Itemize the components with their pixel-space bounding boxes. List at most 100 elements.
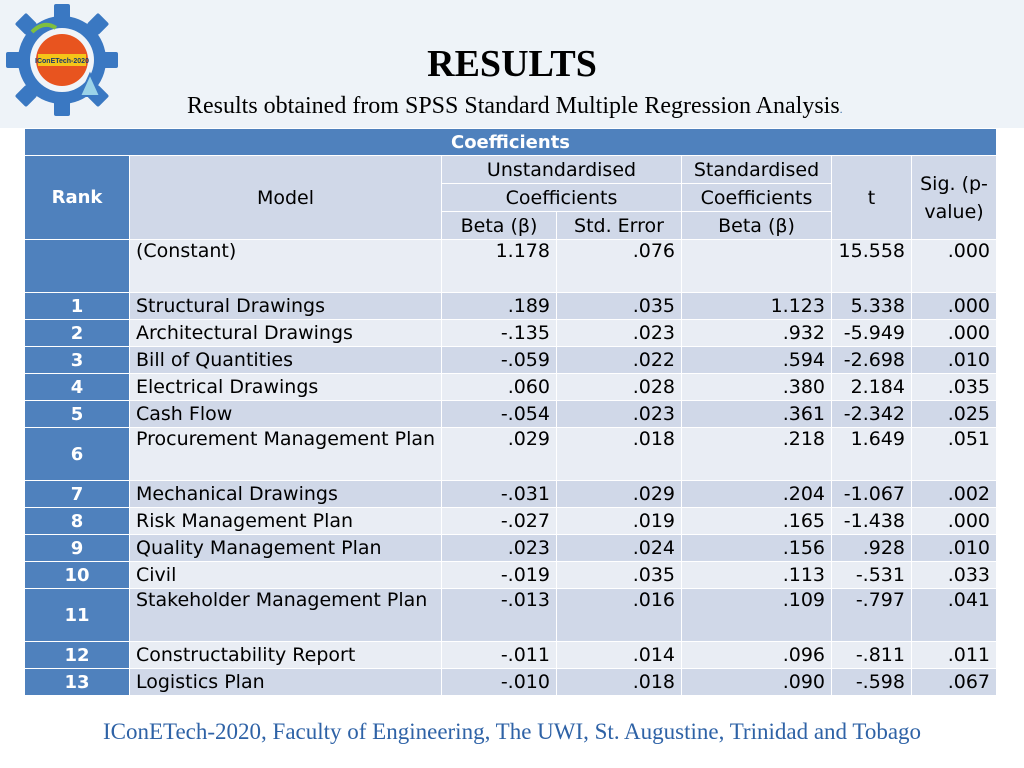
std-beta-cell: .090 <box>681 668 832 696</box>
model-cell: Architectural Drawings <box>129 319 442 347</box>
std-beta-cell: .113 <box>681 561 832 589</box>
t-cell: -.797 <box>831 588 912 642</box>
t-cell: 5.338 <box>831 292 912 320</box>
sig-cell: .010 <box>910 534 998 562</box>
std-beta-cell: .218 <box>681 427 832 481</box>
header-band <box>0 0 1024 128</box>
t-cell: -.531 <box>831 561 912 589</box>
t-header: t <box>831 155 912 240</box>
se-cell: .024 <box>556 534 682 562</box>
sig-header-line1: Sig. (p- <box>920 172 988 195</box>
table-row: 8 Risk Management Plan -.027 .019 .165 -… <box>24 507 998 535</box>
sig-header-line2: value) <box>924 200 984 223</box>
model-cell: Logistics Plan <box>129 668 442 696</box>
model-cell: (Constant) <box>129 239 442 293</box>
coefficients-table: Coefficients Rank Model Unstandardised S… <box>23 128 998 696</box>
unstd-header-line2: Coefficients <box>441 183 682 212</box>
model-header: Model <box>129 155 442 240</box>
beta-cell: -.135 <box>441 319 557 347</box>
beta-cell: 1.178 <box>441 239 557 293</box>
table-row: 11 Stakeholder Management Plan -.013 .01… <box>24 588 998 642</box>
std-beta-cell <box>681 239 832 293</box>
se-cell: .023 <box>556 319 682 347</box>
model-cell: Quality Management Plan <box>129 534 442 562</box>
se-cell: .022 <box>556 346 682 374</box>
rank-cell: 3 <box>24 346 130 374</box>
beta-header: Beta (β) <box>441 211 557 240</box>
rank-cell <box>24 239 130 293</box>
beta-cell: -.019 <box>441 561 557 589</box>
rank-cell: 6 <box>24 427 130 481</box>
std-beta-cell: .932 <box>681 319 832 347</box>
std-error-header: Std. Error <box>556 211 682 240</box>
table-row: 7 Mechanical Drawings -.031 .029 .204 -1… <box>24 480 998 508</box>
model-cell: Civil <box>129 561 442 589</box>
std-beta-cell: .165 <box>681 507 832 535</box>
se-cell: .028 <box>556 373 682 401</box>
sig-cell: .033 <box>910 561 998 589</box>
beta-cell: .023 <box>441 534 557 562</box>
beta-cell: -.010 <box>441 668 557 696</box>
se-cell: .035 <box>556 561 682 589</box>
beta-cell: -.013 <box>441 588 557 642</box>
table-row: 1 Structural Drawings .189 .035 1.123 5.… <box>24 292 998 320</box>
se-cell: .029 <box>556 480 682 508</box>
std-beta-cell: .096 <box>681 641 832 669</box>
beta-cell: .060 <box>441 373 557 401</box>
rank-cell: 8 <box>24 507 130 535</box>
beta-cell: .189 <box>441 292 557 320</box>
t-cell: 2.184 <box>831 373 912 401</box>
model-cell: Structural Drawings <box>129 292 442 320</box>
unstd-header-line1: Unstandardised <box>441 155 682 184</box>
se-cell: .035 <box>556 292 682 320</box>
sig-cell: .000 <box>910 507 998 535</box>
std-header-line1: Standardised <box>681 155 832 184</box>
se-cell: .018 <box>556 668 682 696</box>
rank-cell: 1 <box>24 292 130 320</box>
sig-cell: .000 <box>910 239 998 293</box>
std-header-line2: Coefficients <box>681 183 832 212</box>
rank-cell: 9 <box>24 534 130 562</box>
t-cell: -2.342 <box>831 400 912 428</box>
table-row: 2 Architectural Drawings -.135 .023 .932… <box>24 319 998 347</box>
table-caption: Coefficients <box>23 128 998 156</box>
table-row: 13 Logistics Plan -.010 .018 .090 -.598 … <box>24 668 998 696</box>
table-row: 6 Procurement Management Plan .029 .018 … <box>24 427 998 481</box>
beta-cell: -.031 <box>441 480 557 508</box>
sig-cell: .035 <box>910 373 998 401</box>
t-cell: -1.067 <box>831 480 912 508</box>
model-cell: Constructability Report <box>129 641 442 669</box>
table-row: 12 Constructability Report -.011 .014 .0… <box>24 641 998 669</box>
std-beta-cell: .594 <box>681 346 832 374</box>
model-cell: Procurement Management Plan <box>129 427 442 481</box>
slide-subtitle: Results obtained from SPSS Standard Mult… <box>187 93 843 120</box>
rank-cell: 4 <box>24 373 130 401</box>
rank-cell: 7 <box>24 480 130 508</box>
sig-cell: .010 <box>910 346 998 374</box>
model-cell: Cash Flow <box>129 400 442 428</box>
beta-cell: -.011 <box>441 641 557 669</box>
rank-cell: 10 <box>24 561 130 589</box>
slide-footer: IConETech-2020, Faculty of Engineering, … <box>102 719 922 744</box>
sig-cell: .011 <box>910 641 998 669</box>
beta-cell: -.059 <box>441 346 557 374</box>
std-beta-header: Beta (β) <box>681 211 832 240</box>
slide-title: RESULTS <box>427 43 597 85</box>
sig-cell: .000 <box>910 319 998 347</box>
se-cell: .014 <box>556 641 682 669</box>
se-cell: .018 <box>556 427 682 481</box>
rank-header: Rank <box>24 155 130 240</box>
table-row: 10 Civil -.019 .035 .113 -.531 .033 <box>24 561 998 589</box>
sig-cell: .025 <box>910 400 998 428</box>
iconetech-logo-icon: IConETech-2020 <box>6 4 118 116</box>
t-cell: -.598 <box>831 668 912 696</box>
std-beta-cell: .109 <box>681 588 832 642</box>
se-cell: .019 <box>556 507 682 535</box>
model-cell: Stakeholder Management Plan <box>129 588 442 642</box>
sig-cell: .002 <box>910 480 998 508</box>
t-cell: 15.558 <box>831 239 912 293</box>
t-cell: 1.649 <box>831 427 912 481</box>
beta-cell: .029 <box>441 427 557 481</box>
t-cell: -1.438 <box>831 507 912 535</box>
se-cell: .076 <box>556 239 682 293</box>
